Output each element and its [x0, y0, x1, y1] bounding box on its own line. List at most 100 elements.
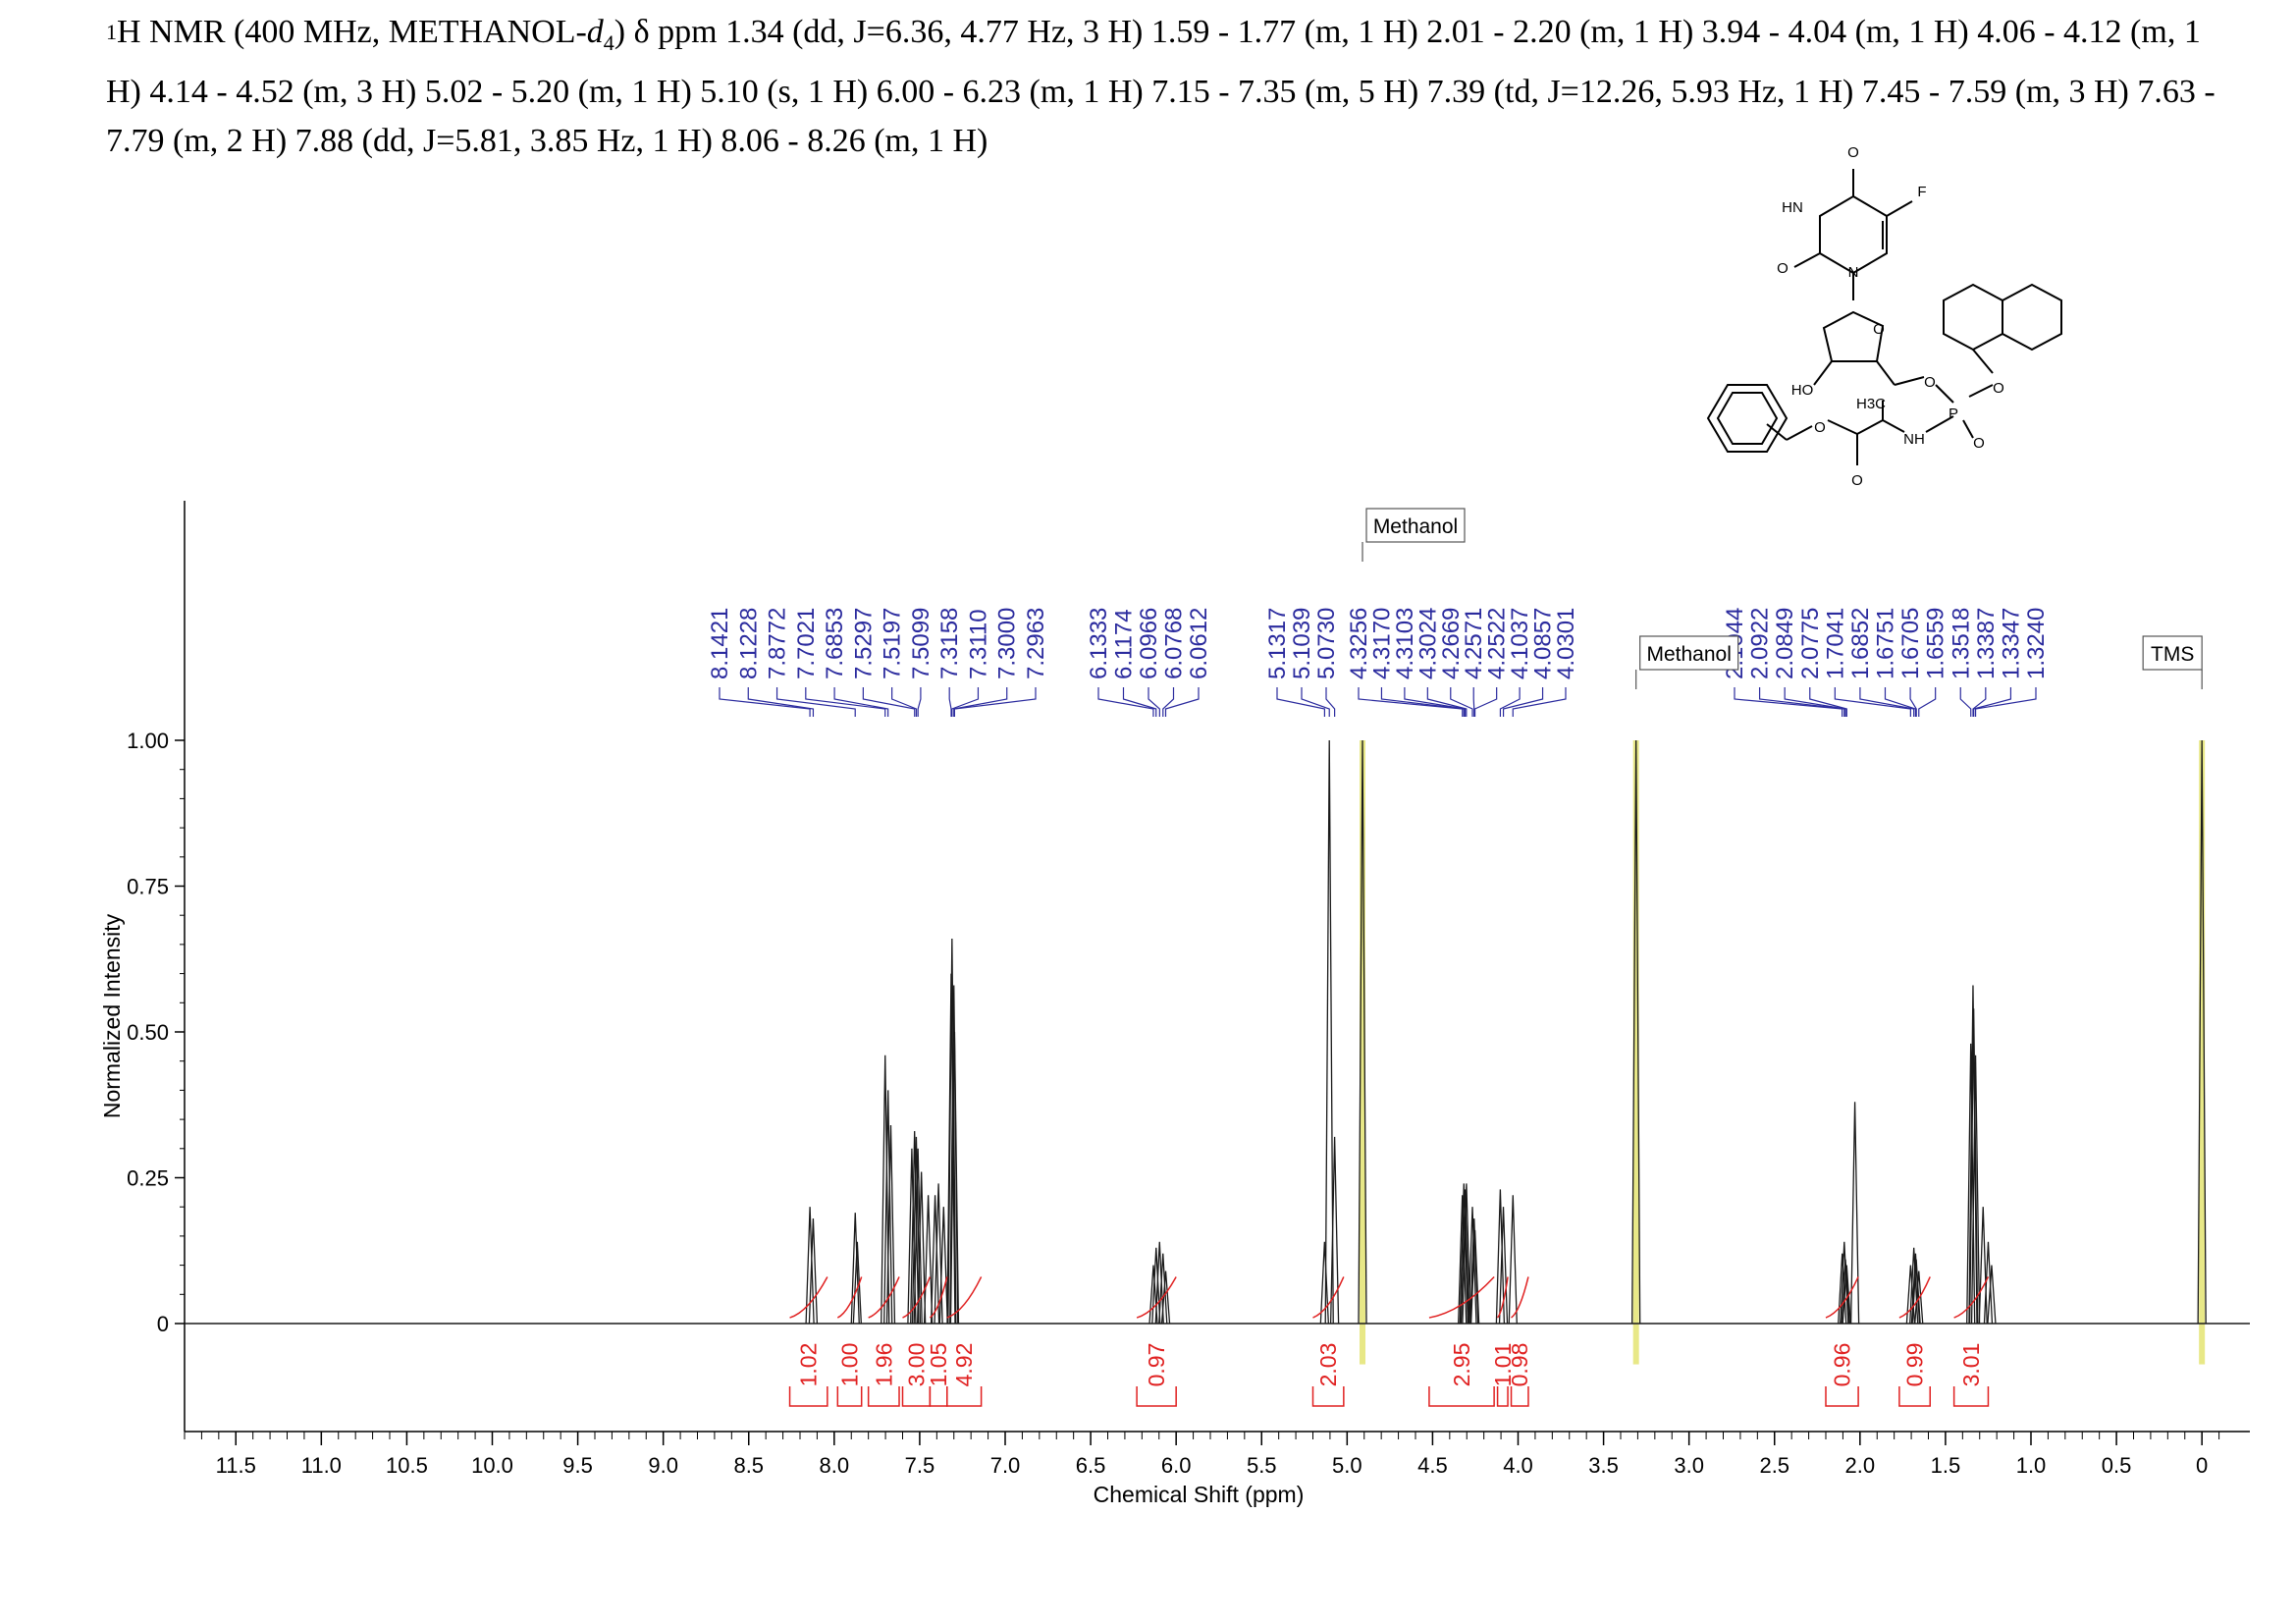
- naphthalene-ring-1: [1943, 283, 2003, 352]
- benzyl-o-bond: [1786, 425, 1813, 441]
- description-text-a: H NMR (400 MHz, METHANOL-: [117, 14, 587, 50]
- x-tick-label: 6.0: [1161, 1453, 1192, 1478]
- uracil-ring: [1819, 194, 1888, 275]
- spectrum-peak: [1978, 1207, 1988, 1325]
- hydroxyl-bond: [1813, 360, 1833, 386]
- spectrum-peak: [885, 1125, 896, 1325]
- integral-value: 3.00: [903, 1343, 929, 1387]
- spectrum-peak: [1495, 1189, 1506, 1325]
- benzyl-ring-inner: [1716, 392, 1779, 445]
- integral-bracket: [1428, 1386, 1495, 1407]
- integral-bracket: [901, 1386, 932, 1407]
- peak-label-leader: [862, 687, 916, 717]
- atom-label: O: [1814, 419, 1826, 436]
- naphthalene-ring-2: [2002, 283, 2062, 352]
- integral-value: 3.01: [1958, 1343, 1984, 1387]
- solvent-highlight-band: [2199, 740, 2206, 1365]
- peak-label: 2.0775: [1797, 608, 1824, 679]
- benzyl-ch2-bond: [1766, 423, 1788, 441]
- annotation-label: TMS: [2151, 643, 2194, 666]
- spectrum-peak: [1151, 1247, 1161, 1325]
- benzyl-ring: [1706, 384, 1789, 453]
- description-text-d: d: [586, 14, 604, 50]
- spectrum-peak: [917, 1171, 927, 1325]
- peak-label: 4.0301: [1553, 608, 1579, 679]
- spectrum-peak: [1983, 1241, 1994, 1325]
- peak-label-leader: [1473, 687, 1498, 717]
- peak-label-leader: [1972, 687, 1987, 717]
- spectrum-peak: [881, 1055, 890, 1325]
- peak-label: 7.5297: [850, 608, 877, 679]
- peak-label: 6.1333: [1086, 608, 1112, 679]
- integral-bracket: [1510, 1386, 1529, 1407]
- integral-curve: [902, 1276, 932, 1319]
- spectrum-peak: [1319, 1241, 1329, 1325]
- spectrum-peak: [1631, 739, 1641, 1325]
- sugar-ring: [1822, 310, 1885, 362]
- integral-curve: [1953, 1276, 1990, 1319]
- peak-label-leader: [1325, 687, 1336, 717]
- integral-value: 1.00: [837, 1343, 863, 1387]
- x-tick-label: 3.0: [1674, 1453, 1704, 1478]
- fluoro-bond: [1886, 200, 1913, 217]
- o-p-bond: [1935, 384, 1954, 404]
- spectrum-peak: [930, 1195, 940, 1325]
- peak-label-leader: [1164, 687, 1200, 717]
- atom-label: O: [1993, 380, 2004, 397]
- peak-label: 1.7041: [1822, 608, 1848, 679]
- y-axis-ticks: 0 0.25 0.50 0.75 1.00: [127, 729, 185, 1336]
- alpha-carbon-bond: [1882, 419, 1905, 433]
- solvent-highlights: [1360, 740, 2206, 1365]
- peak-label: 7.7021: [793, 608, 820, 679]
- x-tick-label: 6.5: [1076, 1453, 1106, 1478]
- annotation-box: [1365, 508, 1466, 543]
- peak-label: 4.2571: [1461, 608, 1487, 679]
- x-tick-label: 1.0: [2016, 1453, 2047, 1478]
- solvent-highlight-band: [1632, 740, 1639, 1365]
- x-tick-label: 1.5: [1931, 1453, 1961, 1478]
- spectrum-peak: [1459, 1183, 1468, 1325]
- p-nh-bond: [1925, 415, 1954, 433]
- peak-label: 6.0768: [1161, 608, 1188, 679]
- peak-label: 1.3387: [1973, 608, 2000, 679]
- atom-label: HO: [1791, 382, 1814, 399]
- integral-value: 0.98: [1507, 1343, 1532, 1387]
- c5-bond: [1876, 360, 1896, 386]
- spectrum-peak: [808, 1218, 819, 1325]
- integral-value: 1.96: [871, 1343, 896, 1387]
- x-tick-label: 5.0: [1332, 1453, 1362, 1478]
- integral-bracket: [788, 1386, 828, 1407]
- atom-label: NH: [1903, 431, 1925, 448]
- integral-value: 2.03: [1315, 1343, 1341, 1387]
- integral-curve: [1511, 1276, 1529, 1319]
- peak-label-leader: [1450, 687, 1473, 717]
- p-oxo-bond: [1962, 419, 1974, 439]
- integral-value: 1.05: [926, 1343, 951, 1387]
- peak-label: 4.3170: [1368, 608, 1395, 679]
- peak-label-leader: [1380, 687, 1465, 717]
- integral-bracket: [929, 1386, 948, 1407]
- peak-label: 7.3000: [994, 608, 1021, 679]
- peak-label-leader: [833, 687, 889, 717]
- peak-label-leader: [1734, 687, 1843, 717]
- description-subscript: 4: [603, 29, 614, 55]
- spectrum-peak: [947, 938, 957, 1325]
- peak-label: 6.0966: [1136, 608, 1162, 679]
- peak-label: 5.1317: [1264, 608, 1291, 679]
- integral-curve: [1312, 1276, 1345, 1319]
- nucleus-superscript: 1: [106, 20, 117, 44]
- x-tick-label: 11.0: [301, 1453, 342, 1478]
- atom-label: H3C: [1856, 396, 1886, 412]
- peak-label: 7.5197: [880, 608, 906, 679]
- atom-label: N: [1848, 264, 1859, 281]
- spectrum-peak: [1462, 1183, 1471, 1325]
- peak-label-leader: [1859, 687, 1915, 717]
- spectrum-peak: [938, 1207, 948, 1325]
- integral-bracket: [1136, 1386, 1177, 1407]
- spectrum-peak: [1468, 1207, 1477, 1325]
- spectrum-peak: [2197, 739, 2207, 1325]
- x-tick-label: 4.5: [1417, 1453, 1448, 1478]
- spectrum-peak: [1160, 1271, 1171, 1325]
- y-axis-title: Normalized Intensity: [99, 913, 125, 1118]
